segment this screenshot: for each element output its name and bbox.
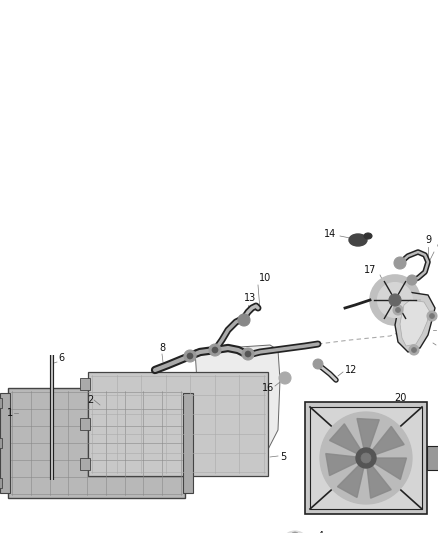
Bar: [310, 407, 422, 509]
Ellipse shape: [338, 498, 352, 507]
Ellipse shape: [286, 531, 304, 533]
Circle shape: [320, 412, 412, 504]
Text: 3: 3: [368, 498, 374, 508]
Circle shape: [242, 348, 254, 360]
Text: 16: 16: [262, 383, 274, 393]
Polygon shape: [357, 418, 379, 450]
Text: 5: 5: [280, 452, 286, 462]
Text: 17: 17: [364, 265, 376, 275]
Bar: [88, 372, 268, 476]
Circle shape: [356, 448, 376, 468]
Bar: [0, 398, 2, 408]
Text: 9: 9: [436, 243, 438, 253]
Circle shape: [341, 485, 355, 499]
Bar: [183, 393, 193, 493]
Circle shape: [245, 351, 251, 357]
Text: 2: 2: [87, 395, 93, 405]
Circle shape: [361, 453, 371, 463]
Polygon shape: [326, 454, 359, 475]
Text: 18: 18: [437, 340, 438, 350]
Circle shape: [378, 282, 413, 318]
Text: 8: 8: [159, 343, 165, 353]
Polygon shape: [400, 300, 430, 346]
Circle shape: [238, 314, 250, 326]
Text: 13: 13: [244, 293, 256, 303]
Polygon shape: [373, 458, 406, 480]
Circle shape: [407, 275, 417, 285]
Text: 19: 19: [437, 325, 438, 335]
Circle shape: [291, 532, 299, 533]
Circle shape: [411, 348, 417, 352]
Text: 7: 7: [390, 463, 396, 473]
Circle shape: [342, 499, 349, 506]
Circle shape: [187, 353, 193, 359]
Circle shape: [393, 305, 403, 315]
Bar: [305, 402, 427, 514]
Circle shape: [409, 345, 419, 355]
Polygon shape: [371, 426, 404, 455]
Circle shape: [370, 275, 420, 325]
Polygon shape: [395, 292, 435, 352]
Text: 4: 4: [318, 531, 324, 533]
Circle shape: [212, 347, 218, 353]
Polygon shape: [329, 424, 362, 455]
Text: 15: 15: [437, 313, 438, 323]
Text: 10: 10: [259, 273, 271, 283]
Circle shape: [279, 372, 291, 384]
Text: 6: 6: [58, 353, 64, 363]
Polygon shape: [337, 464, 364, 497]
Polygon shape: [367, 464, 391, 498]
Bar: [0, 393, 10, 493]
Bar: [80, 458, 90, 470]
Bar: [80, 378, 90, 390]
Text: 14: 14: [324, 229, 336, 239]
Circle shape: [394, 257, 406, 269]
Bar: [8, 388, 185, 498]
Polygon shape: [195, 345, 280, 465]
Text: 12: 12: [345, 365, 357, 375]
Bar: [427, 446, 438, 470]
Circle shape: [184, 350, 196, 362]
Text: 9: 9: [425, 235, 431, 245]
Ellipse shape: [364, 233, 372, 239]
Circle shape: [430, 313, 434, 319]
Circle shape: [313, 359, 323, 369]
Bar: [0, 478, 2, 488]
Circle shape: [396, 308, 400, 312]
Bar: [80, 418, 90, 430]
Text: 20: 20: [394, 393, 406, 403]
Circle shape: [427, 311, 437, 321]
Text: 1: 1: [7, 408, 13, 418]
Ellipse shape: [349, 234, 367, 246]
Circle shape: [209, 344, 221, 356]
Circle shape: [389, 294, 401, 306]
Bar: [0, 438, 2, 448]
